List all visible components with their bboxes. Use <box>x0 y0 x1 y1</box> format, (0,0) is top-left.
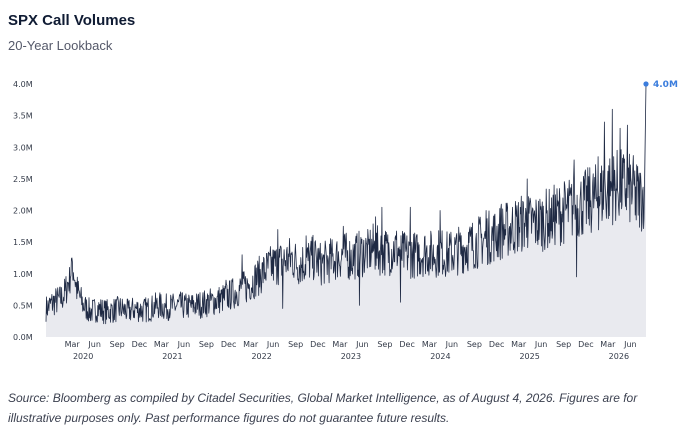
x-month-label: Mar <box>243 340 259 349</box>
x-month-label: Sep <box>288 340 303 349</box>
source-footnote: Source: Bloomberg as compiled by Citadel… <box>8 391 638 425</box>
x-month-label: Sep <box>556 340 571 349</box>
x-month-label: Dec <box>489 340 504 349</box>
x-month-label: Sep <box>377 340 392 349</box>
y-tick-label: 4.0M <box>13 80 33 89</box>
x-month-label: Sep <box>199 340 214 349</box>
x-month-label: Mar <box>422 340 438 349</box>
volume-area-fill <box>46 84 646 337</box>
y-tick-label: 2.5M <box>13 175 33 184</box>
x-month-label: Dec <box>221 340 236 349</box>
spx-call-volume-chart: 0.0M 0.5M 1.0M 1.5M 2.0M 2.5M 3.0M 3.5M 4.0M Mar… <box>13 80 678 361</box>
x-year-label: 2025 <box>519 352 539 361</box>
last-value-label: 4.0M <box>653 80 678 90</box>
y-tick-label: 0.0M <box>13 333 33 342</box>
y-tick-label: 3.0M <box>13 143 33 152</box>
x-year-label: 2024 <box>430 352 450 361</box>
y-tick-label: 1.0M <box>13 270 33 279</box>
x-year-label: 2022 <box>251 352 271 361</box>
x-month-label: Jun <box>445 340 459 349</box>
y-tick-label: 3.5M <box>13 112 33 121</box>
y-tick-label: 1.5M <box>13 238 33 247</box>
x-month-label: Jun <box>266 340 280 349</box>
x-month-label: Jun <box>87 340 101 349</box>
x-year-label: 2026 <box>609 352 629 361</box>
x-month-label: Jun <box>355 340 369 349</box>
x-month-label: Jun <box>177 340 191 349</box>
x-month-label: Mar <box>154 340 170 349</box>
x-month-label: Sep <box>467 340 482 349</box>
x-month-label: Mar <box>332 340 348 349</box>
x-month-label: Dec <box>399 340 414 349</box>
x-year-label: 2021 <box>162 352 182 361</box>
x-month-label: Mar <box>600 340 616 349</box>
x-year-label: 2020 <box>73 352 93 361</box>
x-month-label: Dec <box>578 340 593 349</box>
y-axis: 0.0M 0.5M 1.0M 1.5M 2.0M 2.5M 3.0M 3.5M 4.0M <box>13 80 33 342</box>
x-month-label: Jun <box>534 340 548 349</box>
x-month-label: Jun <box>623 340 637 349</box>
chart-title: SPX Call Volumes <box>8 12 136 29</box>
last-value-marker <box>643 81 649 87</box>
x-year-label: 2023 <box>341 352 361 361</box>
x-month-label: Sep <box>110 340 125 349</box>
y-tick-label: 2.0M <box>13 207 33 216</box>
x-month-label: Dec <box>310 340 325 349</box>
x-month-label: Mar <box>65 340 81 349</box>
x-month-label: Dec <box>132 340 147 349</box>
x-axis: Mar Jun Sep Dec Mar Jun Sep Dec Mar Jun Sep Dec Mar J… <box>65 340 637 361</box>
y-tick-label: 0.5M <box>13 301 33 310</box>
x-month-label: Mar <box>511 340 527 349</box>
chart-subtitle: 20-Year Lookback <box>8 38 113 53</box>
volume-series-line <box>45 83 647 325</box>
